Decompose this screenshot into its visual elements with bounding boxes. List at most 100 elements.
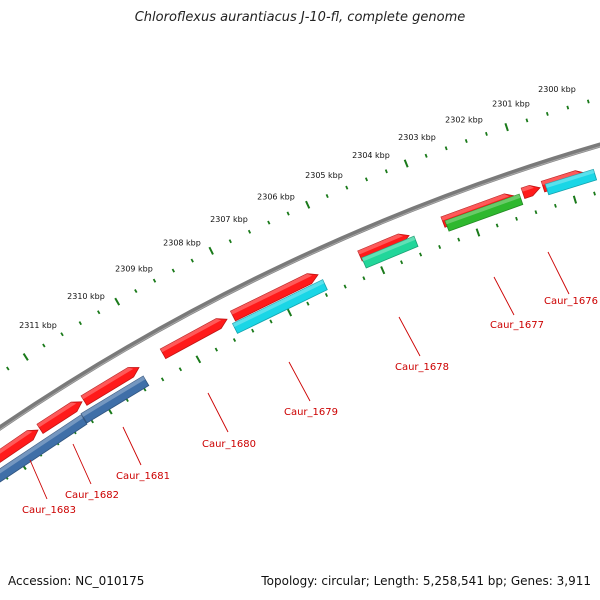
outer-minor-tick [97, 310, 101, 315]
outer-minor-tick [286, 211, 290, 216]
genome-backbone-highlight [0, 146, 600, 431]
gene-leader-line [493, 276, 515, 316]
kbp-tick-label: 2309 kbp [115, 265, 153, 274]
inner-minor-tick [457, 237, 461, 242]
outer-minor-tick [464, 139, 468, 143]
inner-minor-tick [515, 216, 518, 221]
kbp-tick-label: 2304 kbp [352, 151, 390, 160]
outer-minor-tick [228, 239, 232, 244]
outer-minor-tick [364, 177, 369, 182]
kbp-tick-label: 2300 kbp [538, 85, 576, 94]
outer-tick-track: 2300 kbp 2301 kbp 2302 kbp 2303 kbp 2304 kbp… [6, 85, 590, 371]
outer-minor-tick [171, 268, 175, 273]
inner-minor-tick [554, 203, 557, 208]
outer-major-tick [403, 159, 409, 168]
inner-minor-tick [269, 319, 273, 324]
gene-feature-bar[interactable] [231, 279, 328, 334]
outer-minor-tick [42, 343, 46, 348]
outer-minor-tick [444, 146, 448, 151]
outer-minor-tick [247, 229, 252, 234]
cds-forward-arrow[interactable] [36, 401, 83, 434]
gene-leader-line [547, 251, 570, 295]
outer-minor-tick [325, 194, 329, 199]
outer-minor-tick [78, 321, 82, 326]
outer-minor-tick [485, 131, 488, 136]
gene-leader-line [72, 443, 92, 485]
inner-major-tick [475, 228, 481, 237]
kbp-tick-label: 2305 kbp [305, 171, 343, 180]
gene-label-layer: Caur_1676 Caur_1677 Caur_1678 Caur_1679 Caur… [22, 251, 598, 516]
gene-feature-bar[interactable] [0, 414, 88, 483]
inner-minor-tick [495, 223, 499, 228]
kbp-tick-label: 2307 kbp [210, 215, 248, 224]
gene-feature-bar[interactable] [80, 375, 150, 424]
gene-leader-line [29, 459, 48, 500]
genome-backbone [0, 142, 600, 431]
accession-text: Accession: NC_010175 [8, 574, 145, 588]
gene-label[interactable]: Caur_1677 [490, 320, 544, 331]
outer-minor-tick [190, 258, 194, 263]
inner-minor-tick [324, 293, 329, 297]
gene-label[interactable]: Caur_1681 [116, 471, 170, 482]
inner-tick-track [4, 191, 596, 480]
outer-minor-tick [267, 220, 271, 225]
kbp-tick-label: 2311 kbp [19, 321, 57, 330]
inner-major-tick [380, 266, 386, 275]
outer-major-tick [114, 297, 121, 306]
map-title: Chloroflexus aurantiacus J-10-fl, comple… [134, 10, 466, 25]
inner-minor-tick [362, 276, 366, 281]
gene-leader-line [398, 316, 421, 357]
outer-minor-tick [6, 366, 10, 371]
outer-major-tick [208, 246, 214, 255]
kbp-tick-label: 2308 kbp [163, 239, 201, 248]
inner-minor-tick [534, 210, 538, 215]
inner-minor-tick [178, 367, 183, 372]
outer-minor-tick [525, 118, 529, 123]
inner-minor-tick [343, 284, 347, 289]
feature-track [0, 168, 598, 483]
cds-forward-arrow[interactable] [80, 367, 140, 406]
cds-forward-arrow[interactable] [0, 429, 39, 464]
kbp-tick-label: 2301 kbp [492, 100, 530, 109]
gene-label[interactable]: Caur_1682 [65, 490, 119, 501]
outer-minor-tick [566, 105, 570, 110]
gene-feature-bar[interactable] [544, 168, 598, 196]
gene-leader-line [122, 426, 142, 466]
inner-minor-tick [251, 328, 255, 333]
inner-minor-tick [593, 191, 596, 196]
kbp-tick-label: 2306 kbp [257, 192, 295, 201]
gene-label[interactable]: Caur_1679 [284, 407, 338, 418]
outer-minor-tick [424, 153, 428, 158]
gene-label[interactable]: Caur_1676 [544, 296, 598, 307]
inner-minor-tick [306, 301, 310, 306]
genome-summary-text: Topology: circular; Length: 5,258,541 bp… [261, 574, 591, 588]
outer-minor-tick [345, 185, 349, 190]
inner-major-tick [572, 195, 578, 204]
cds-forward-arrow[interactable] [229, 273, 319, 322]
kbp-tick-label: 2302 kbp [445, 116, 483, 125]
outer-minor-tick [586, 99, 590, 104]
genome-backbone-arc [0, 142, 600, 431]
gene-label[interactable]: Caur_1678 [395, 362, 449, 373]
outer-minor-tick [60, 332, 64, 337]
outer-minor-tick [545, 111, 549, 116]
cds-forward-arrow[interactable] [159, 318, 228, 360]
cds-forward-arrow[interactable] [520, 184, 541, 200]
outer-minor-tick [134, 289, 138, 294]
outer-major-tick [504, 122, 509, 132]
kbp-tick-label: 2310 kbp [67, 292, 105, 301]
inner-minor-tick [419, 252, 423, 257]
gene-leader-line [288, 361, 311, 402]
inner-major-tick [195, 355, 202, 364]
gene-feature-bar[interactable] [444, 193, 524, 232]
inner-minor-tick [160, 377, 165, 382]
gene-label[interactable]: Caur_1680 [202, 439, 256, 450]
inner-minor-tick [438, 244, 442, 250]
outer-major-tick [22, 353, 29, 361]
inner-major-tick [286, 308, 293, 317]
inner-minor-tick [400, 260, 404, 265]
gene-label[interactable]: Caur_1683 [22, 505, 76, 516]
inner-minor-tick [214, 347, 218, 352]
gene-feature-bar[interactable] [361, 235, 419, 269]
